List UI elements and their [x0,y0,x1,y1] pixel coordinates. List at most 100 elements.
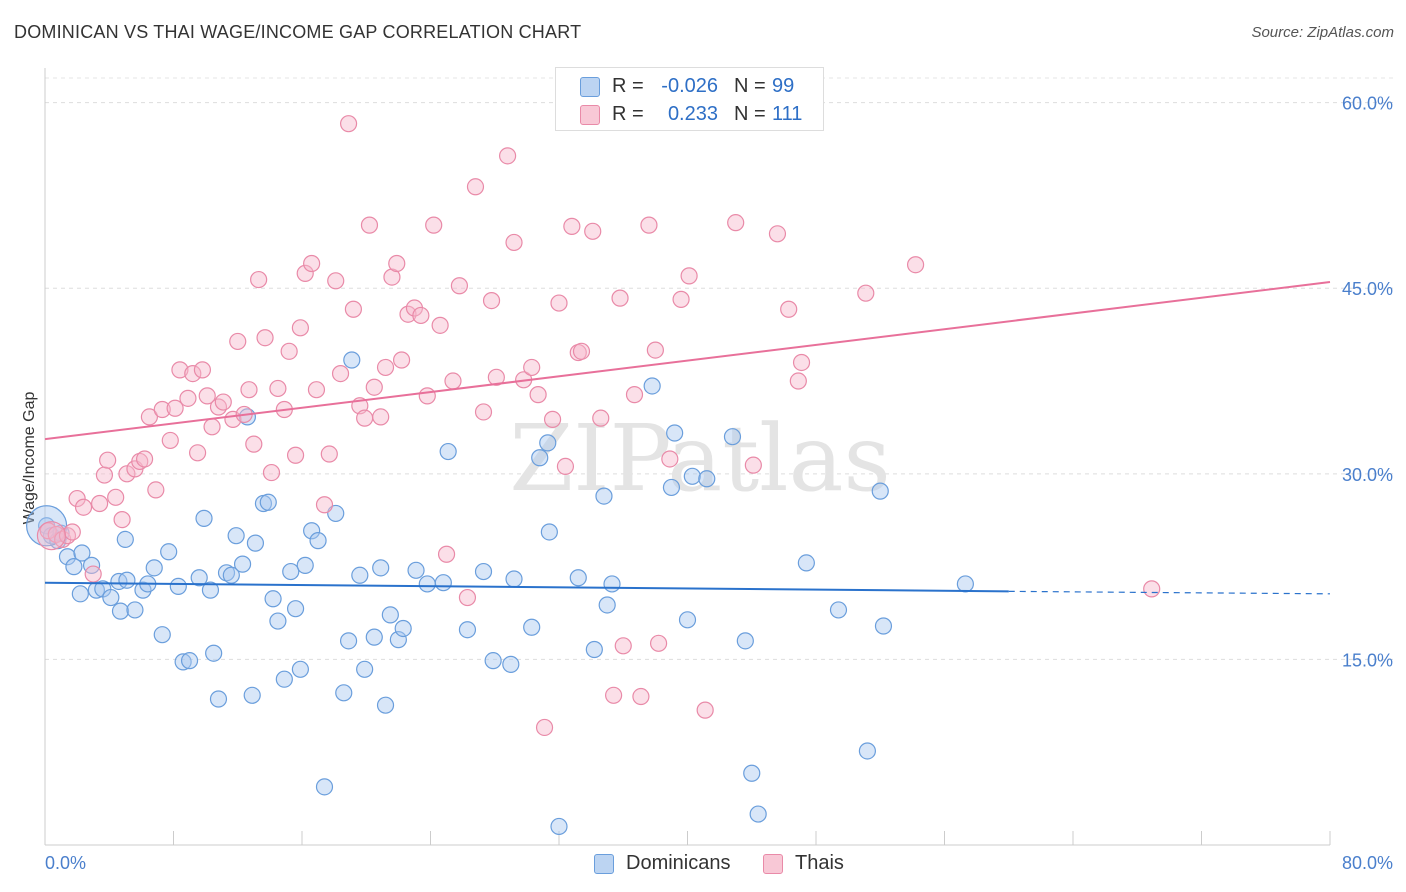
thais-point [140,408,159,426]
thais-point [425,216,443,234]
thais-trend-line [44,281,1331,441]
dominicans-point [118,571,136,589]
dominicans-point [434,574,452,592]
y-tick-label: 60.0% [1342,94,1393,114]
thais-point [135,450,154,468]
thais-point [649,634,668,652]
thais-point [360,216,379,234]
thais-point [131,452,149,471]
thais-point [291,319,309,337]
dominicans-point [335,684,353,702]
dominicans-point [743,764,761,782]
thais-point [444,372,462,390]
x-tick-label: 0.0% [45,853,86,873]
thais-point [356,409,374,427]
thais-point [412,306,430,325]
dominicans-legend-swatch [594,854,614,874]
thais-point [857,284,875,302]
dominicans-point [233,555,252,573]
n-label: N = [734,103,766,125]
thais-legend-swatch [763,854,783,874]
dominicans-point [389,631,407,649]
thais-point [365,378,383,396]
dominicans-point [217,564,236,582]
thais-point [543,410,562,428]
thais-point [646,341,664,359]
dominicans-point [71,585,89,603]
dominicans-point [269,612,287,630]
dominicans-point [286,600,305,618]
grid-lines [45,77,1395,660]
dominicans-point [666,424,684,442]
dominicans-point [439,442,457,461]
dominicans-point [376,696,395,714]
thais-point [84,565,102,583]
dominicans-point [365,628,383,646]
thais-point [672,290,690,308]
dominicans-point [327,504,345,523]
dominicans-point [275,670,293,688]
dominicans-point [303,522,321,540]
source-label: Source: ZipAtlas.com [1251,24,1394,41]
dominicans-point [82,556,101,574]
dominicans-point [291,660,309,678]
thais-point [466,178,485,196]
dominicans-point [678,611,697,629]
thais-point [280,342,298,360]
dominicans-point [531,449,549,467]
r-label: R = [612,103,644,125]
thais-point [320,445,338,463]
dominicans-point [160,543,178,561]
r-label: R = [612,75,644,97]
dominicans-point [339,632,358,650]
dominicans-point [458,621,477,639]
dominicans-point [585,640,603,659]
dominicans-point [282,562,300,581]
thais-point [307,381,326,399]
dominicans-point [643,377,661,395]
thais-point [535,718,554,737]
stats-legend: R = -0.026 N = 99 R = 0.233 N = 111 [555,67,824,131]
dominicans-point [145,559,163,577]
dominicans-point [195,509,213,527]
dominicans-point [598,596,616,614]
thais-point [286,446,305,464]
tick-labels: 15.0% 30.0% 45.0% 60.0% 0.0% 80.0% Wage/Income… [21,94,1393,873]
thais-point [327,272,345,290]
thais-point [611,289,629,307]
thais-legend-label: Thais [795,852,844,874]
thais-point [789,372,807,390]
dominicans-point [180,652,199,670]
thais-point [399,305,417,323]
legend-row-thais: R = 0.233 N = 111 [556,101,823,129]
thais-point [529,386,547,404]
thais-point [198,387,216,405]
thais-point [474,403,493,421]
thais-point [727,214,745,232]
chart-title: DOMINICAN VS THAI WAGE/INCOME GAP CORREL… [14,22,582,42]
dominicans-point [874,617,893,635]
axes [44,68,1331,846]
dominicans-trend-line [44,581,1009,593]
thais-point [661,450,679,468]
dominicans-point [126,601,144,619]
thais-point [372,408,390,426]
dominicans-point [264,590,282,608]
thais-point [256,329,274,347]
thais-point [383,268,401,286]
dominicans-point [315,778,334,796]
thais-point [1143,580,1161,598]
dominicans-point [259,493,277,511]
thais-point [171,361,189,379]
n-value-dominicans: 99 [772,75,795,97]
dominicans-point [87,581,106,599]
dominicans-point [797,554,815,572]
dominicans-point [956,575,974,593]
thais-points [36,115,1161,737]
thais-point [556,457,575,475]
dominicans-point [246,534,265,552]
dominicans-swatch [580,77,600,97]
dominicans-point [569,569,587,587]
thais-point [392,351,411,369]
dominicans-point [723,428,742,446]
